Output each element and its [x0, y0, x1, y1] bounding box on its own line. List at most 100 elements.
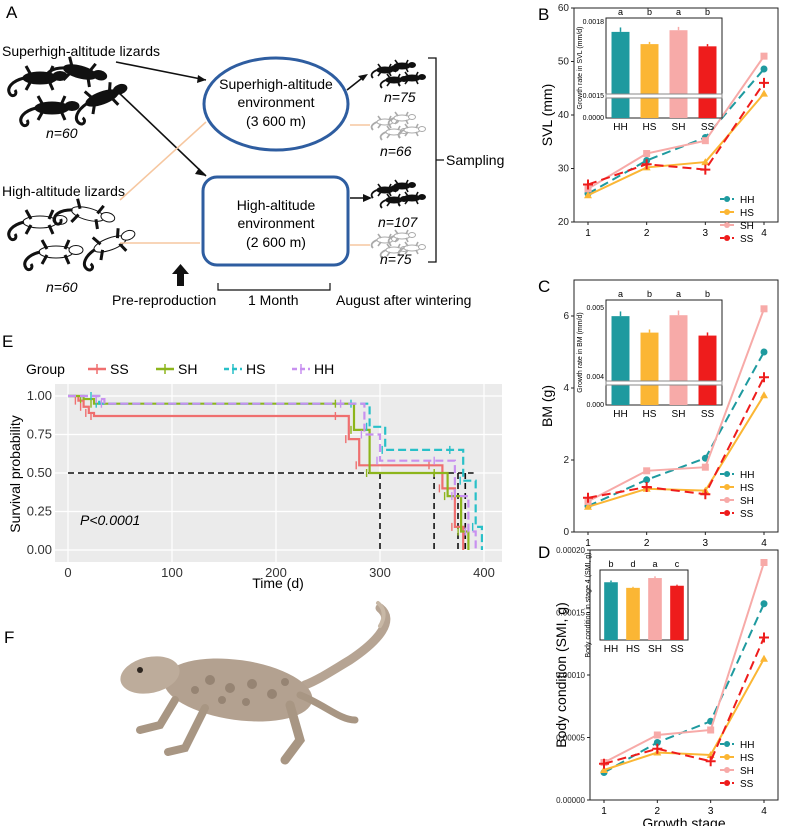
- km-axes: 0 100 200 300 400 0.00 0.25 0.50 0.75 1.00: [27, 388, 495, 580]
- inset-category: HH: [613, 409, 627, 420]
- inset-y-tick-label: 0.000: [586, 402, 604, 409]
- point-sh: [707, 726, 715, 734]
- inset-category: SS: [701, 409, 715, 420]
- legend-marker-hh: [724, 471, 730, 477]
- lizard-illustration: [120, 601, 391, 765]
- series-line-ss: [587, 82, 765, 186]
- panel-letter-c: C: [538, 277, 550, 296]
- inset-category: HH: [604, 644, 618, 655]
- legend-label-sh: SH: [740, 221, 754, 232]
- legend-marker-ss: [724, 780, 730, 786]
- inset-category: HH: [613, 122, 627, 133]
- y-axis-label: BM (g): [539, 385, 555, 427]
- inset-letter: b: [647, 7, 652, 17]
- km-xlabel: Time (d): [252, 575, 304, 591]
- source-high-label: High-altitude lizards: [2, 183, 125, 199]
- y-tick-label: 0.00020: [556, 546, 585, 555]
- x-axis-label: Growth stage: [642, 815, 725, 826]
- point-ss: [759, 77, 769, 88]
- inset-letter: a: [618, 289, 623, 299]
- inset-y-label: Growth rate in SVL (mm/d): [577, 27, 584, 110]
- legend-label-sh: SH: [740, 766, 754, 777]
- point-sh: [701, 137, 709, 145]
- legend-marker-hh: [724, 196, 730, 202]
- y-tick-label: 0.00015: [556, 609, 585, 618]
- pre-reproduction-label: Pre-reproduction: [112, 292, 216, 308]
- panel-letter-e: E: [2, 332, 13, 351]
- inset-category: SH: [648, 644, 662, 655]
- point-ss: [641, 482, 652, 492]
- legend-label-ss: SS: [740, 509, 754, 520]
- km-y-tick-label: 0.75: [27, 427, 52, 442]
- legend-marker-hh: [724, 741, 730, 747]
- km-y-tick-label: 1.00: [27, 388, 52, 403]
- km-curve-ss: [68, 394, 465, 550]
- inset-category: SH: [672, 122, 686, 133]
- inset-bar-hs: [640, 44, 659, 118]
- panel-letter-a: A: [6, 3, 18, 22]
- inset-bar-sh: [669, 30, 688, 118]
- point-ss: [759, 632, 769, 643]
- km-legend-label-hs: HS: [246, 361, 265, 377]
- inset-letter: a: [618, 7, 623, 17]
- legend-label-ss: SS: [740, 234, 754, 245]
- point-ss: [700, 164, 711, 175]
- point-sh: [701, 463, 709, 471]
- point-sh: [643, 150, 651, 158]
- inset-bar-hs: [626, 587, 640, 640]
- env-high-line1: High-altitude: [237, 197, 316, 213]
- env-high-line2: environment: [237, 215, 314, 231]
- panel-e: E Group SS SH HS HH 0 100 200 300 400 0.00 0.25 0.…: [2, 332, 502, 591]
- series-line-sh: [587, 55, 765, 190]
- inset-bar-hs: [640, 332, 659, 405]
- point-sh: [760, 305, 768, 313]
- y-tick-label: 6: [563, 311, 569, 322]
- inset-category: SS: [670, 644, 684, 655]
- y-axis-label: Body condition (SMI, g): [553, 602, 569, 748]
- legend-marker-hs: [724, 209, 730, 215]
- y-axis-label: SVL (mm): [539, 84, 555, 146]
- legend-label-hh: HH: [740, 470, 754, 481]
- sampling-bracket: [428, 57, 444, 263]
- legend-marker-sh: [724, 497, 730, 503]
- source-super-n: n=60: [46, 125, 78, 141]
- inset-bar-ss: [698, 46, 717, 119]
- series-line-ss: [587, 376, 765, 499]
- up-arrow-icon: [172, 264, 189, 286]
- inset-letter: a: [676, 289, 681, 299]
- super-lizard-group: [7, 50, 135, 128]
- x-tick-label: 4: [761, 806, 767, 817]
- inset-y-tick-label: 0.0015: [583, 93, 605, 100]
- point-sh: [653, 731, 661, 739]
- km-y-tick-label: 0.50: [27, 465, 52, 480]
- inset-category: SH: [672, 409, 686, 420]
- legend-marker-sh: [724, 222, 730, 228]
- x-tick-label: 1: [601, 806, 607, 817]
- inset-y-label: Growth rate in BM (mm/d): [577, 312, 584, 393]
- legend-label-hs: HS: [740, 208, 754, 219]
- legend-marker-sh: [724, 767, 730, 773]
- point-sh: [760, 52, 768, 60]
- panel-a: A Superhigh-altitude lizards n=60 High-a…: [2, 3, 504, 308]
- km-x-tick-label: 0: [64, 565, 71, 580]
- x-tick-label: 1: [585, 538, 591, 549]
- point-ss: [641, 159, 652, 170]
- point-hh: [643, 476, 651, 484]
- outcome-n3: n=107: [378, 214, 419, 230]
- point-hs: [760, 391, 768, 399]
- series-line-sh: [603, 562, 765, 764]
- panel-b: B 20 30 40 50 60 1 2 3 4 SVL (mm) HH HS SH SS a HH b HS a S…: [538, 3, 779, 245]
- series-line-hs: [603, 658, 765, 771]
- inset-axis-break: [605, 93, 723, 99]
- inset-bar-hh: [604, 582, 618, 640]
- y-tick-label: 50: [558, 57, 570, 68]
- legend-label-hs: HS: [740, 753, 754, 764]
- env-super-line3: (3 600 m): [246, 113, 306, 129]
- km-pvalue: P<0.0001: [80, 512, 140, 528]
- point-ss: [759, 372, 769, 383]
- y-tick-label: 4: [563, 383, 569, 394]
- y-tick-label: 0.00005: [556, 734, 585, 743]
- env-high-line3: (2 600 m): [246, 234, 306, 250]
- legend-marker-ss: [724, 510, 730, 516]
- super-env-oval: [202, 56, 350, 152]
